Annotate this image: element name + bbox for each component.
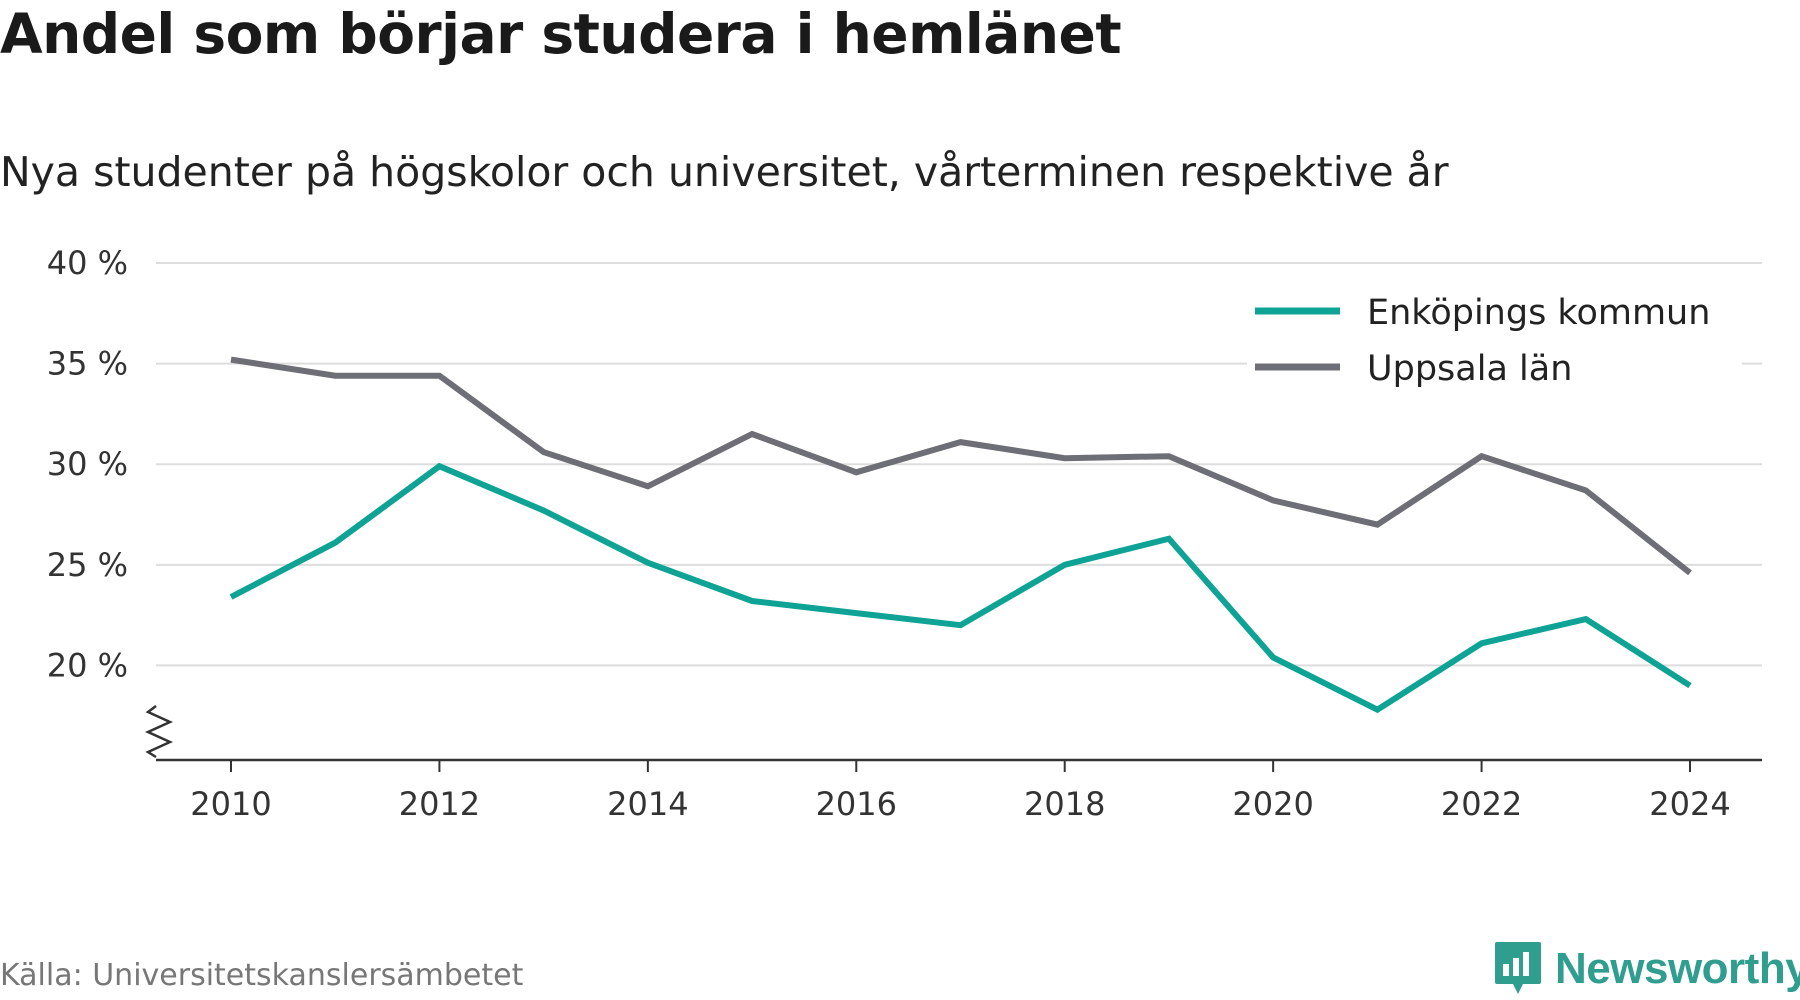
- axis-break-icon: [144, 705, 174, 759]
- axes: 20 % 25 % 30 % 35 % 40 % 2010 2012 2014 2016 2018…: [47, 244, 1762, 823]
- x-tick-label: 2022: [1441, 785, 1522, 823]
- brand-name: Newsworthy: [1555, 944, 1800, 993]
- legend-label: Uppsala län: [1367, 349, 1572, 389]
- x-tick-label: 2020: [1232, 785, 1313, 823]
- x-tick-label: 2024: [1649, 785, 1730, 823]
- newsworthy-logo-icon: [1495, 942, 1541, 994]
- y-tick-label: 30 %: [47, 445, 128, 483]
- chart-title: Andel som börjar studera i hemlänet: [0, 2, 1122, 66]
- series-line-uppsala-l-n: [230, 356, 1692, 576]
- source-note: Källa: Universitetskanslersämbetet: [0, 958, 524, 993]
- x-tick-label: 2018: [1024, 785, 1105, 823]
- brand-logo: Newsworthy: [1493, 940, 1800, 998]
- x-tick-label: 2016: [816, 785, 897, 823]
- chart-subtitle: Nya studenter på högskolor och universit…: [0, 148, 1449, 196]
- legend-label: Enköpings kommun: [1367, 293, 1710, 333]
- x-tick-label: 2012: [399, 785, 480, 823]
- x-tick-label: 2010: [190, 785, 271, 823]
- series-lines: [229, 356, 1692, 714]
- x-tick-label: 2014: [607, 785, 688, 823]
- y-tick-label: 25 %: [47, 546, 128, 584]
- series-line-enk-pings-kommun: [229, 462, 1692, 714]
- legend: Enköpings kommun Uppsala län: [1247, 287, 1742, 391]
- y-tick-label: 20 %: [47, 646, 128, 684]
- y-tick-label: 40 %: [47, 244, 128, 282]
- y-tick-label: 35 %: [47, 345, 128, 383]
